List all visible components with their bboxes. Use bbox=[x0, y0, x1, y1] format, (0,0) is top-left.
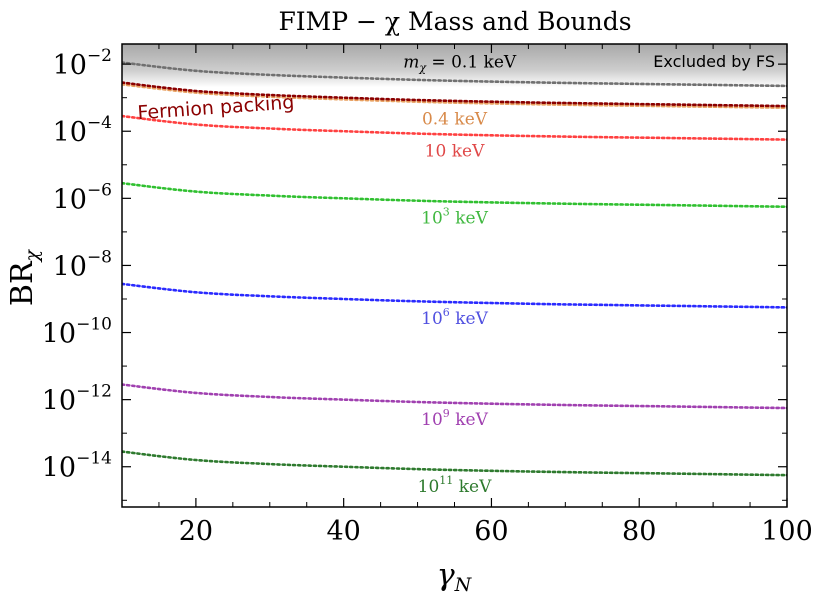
series-label-5: 109 keV bbox=[421, 407, 488, 430]
y-tick-label: 10−14 bbox=[42, 449, 112, 484]
y-tick-label: 10−2 bbox=[53, 46, 112, 81]
series-label-unit: keV bbox=[450, 209, 489, 229]
series-curve-2 bbox=[122, 114, 787, 141]
y-tick-exponent: −12 bbox=[76, 382, 112, 402]
y-tick-base: 10 bbox=[42, 319, 76, 350]
series-label-base: 10 bbox=[421, 410, 443, 430]
y-tick-exponent: −10 bbox=[76, 315, 112, 335]
series-label-3: 103 keV bbox=[421, 206, 488, 229]
fermion-packing-curve bbox=[122, 81, 787, 108]
series-label-sub: χ bbox=[418, 61, 427, 74]
series-label-base: 10 bbox=[425, 141, 447, 161]
y-tick-exponent: −4 bbox=[87, 113, 112, 133]
series-label-sup: 3 bbox=[443, 206, 450, 219]
y-tick-label: 10−4 bbox=[53, 113, 112, 148]
series-label-unit: keV bbox=[446, 141, 485, 161]
series-label-1: 0.4 keV bbox=[422, 110, 488, 130]
x-tick-label: 40 bbox=[326, 516, 360, 547]
series-curve-3 bbox=[122, 181, 787, 208]
series-layer bbox=[122, 61, 787, 477]
y-tick-label: 10−12 bbox=[42, 382, 112, 417]
series-label-base: 0.1 bbox=[451, 52, 478, 72]
series-label-0: mχ = 0.1 keV bbox=[403, 52, 517, 74]
series-curve-1 bbox=[122, 83, 787, 109]
series-label-sup: 11 bbox=[439, 474, 453, 487]
x-axis-label: γN bbox=[437, 558, 473, 593]
y-tick-base: 10 bbox=[53, 184, 87, 215]
series-label-base: 0.4 bbox=[422, 110, 449, 130]
fermion-packing-label: Fermion packing bbox=[137, 91, 295, 124]
series-label-sup: 9 bbox=[443, 407, 450, 420]
y-tick-base: 10 bbox=[42, 386, 76, 417]
series-curve-6 bbox=[122, 450, 787, 477]
x-tick-label: 80 bbox=[622, 516, 656, 547]
series-label-4: 106 keV bbox=[421, 306, 488, 329]
series-label-unit: keV bbox=[453, 477, 492, 497]
y-axis-label: BRχ bbox=[5, 248, 43, 306]
series-label-base: 10 bbox=[421, 209, 443, 229]
y-tick-label: 10−8 bbox=[53, 247, 112, 282]
y-tick-base: 10 bbox=[53, 50, 87, 81]
y-tick-base: 10 bbox=[53, 251, 87, 282]
y-tick-base: 10 bbox=[42, 453, 76, 484]
y-tick-exponent: −2 bbox=[87, 46, 112, 66]
x-tick-label: 100 bbox=[761, 516, 813, 547]
tick-layer: 20 40 60 80 10010−210−410−610−810−1010−1210−… bbox=[42, 44, 813, 547]
series-curve-0 bbox=[122, 61, 787, 88]
series-label-base: 10 bbox=[421, 309, 443, 329]
series-label-unit: keV bbox=[478, 52, 517, 72]
y-tick-base: 10 bbox=[53, 117, 87, 148]
series-label-base: 10 bbox=[418, 477, 440, 497]
series-label-prefix: m bbox=[403, 52, 419, 72]
series-curve-4 bbox=[122, 282, 787, 309]
excluded-region-label: Excluded by FS bbox=[653, 52, 775, 71]
series-label-eq: = bbox=[426, 52, 451, 72]
x-tick-label: 60 bbox=[474, 516, 508, 547]
series-label-unit: keV bbox=[449, 110, 488, 130]
series-label-sup: 6 bbox=[443, 306, 450, 319]
y-tick-exponent: −8 bbox=[87, 247, 112, 267]
series-curve-5 bbox=[122, 383, 787, 410]
series-label-2: 10 keV bbox=[425, 141, 485, 161]
series-label-unit: keV bbox=[450, 309, 489, 329]
x-tick-label: 20 bbox=[179, 516, 213, 547]
y-tick-exponent: −14 bbox=[76, 449, 112, 469]
y-tick-label: 10−6 bbox=[53, 180, 112, 215]
y-tick-label: 10−10 bbox=[42, 315, 112, 350]
series-label-6: 1011 keV bbox=[418, 474, 492, 497]
series-label-unit: keV bbox=[450, 410, 489, 430]
y-tick-exponent: −6 bbox=[87, 180, 112, 200]
chart-title: FIMP − χ Mass and Bounds bbox=[278, 7, 631, 36]
